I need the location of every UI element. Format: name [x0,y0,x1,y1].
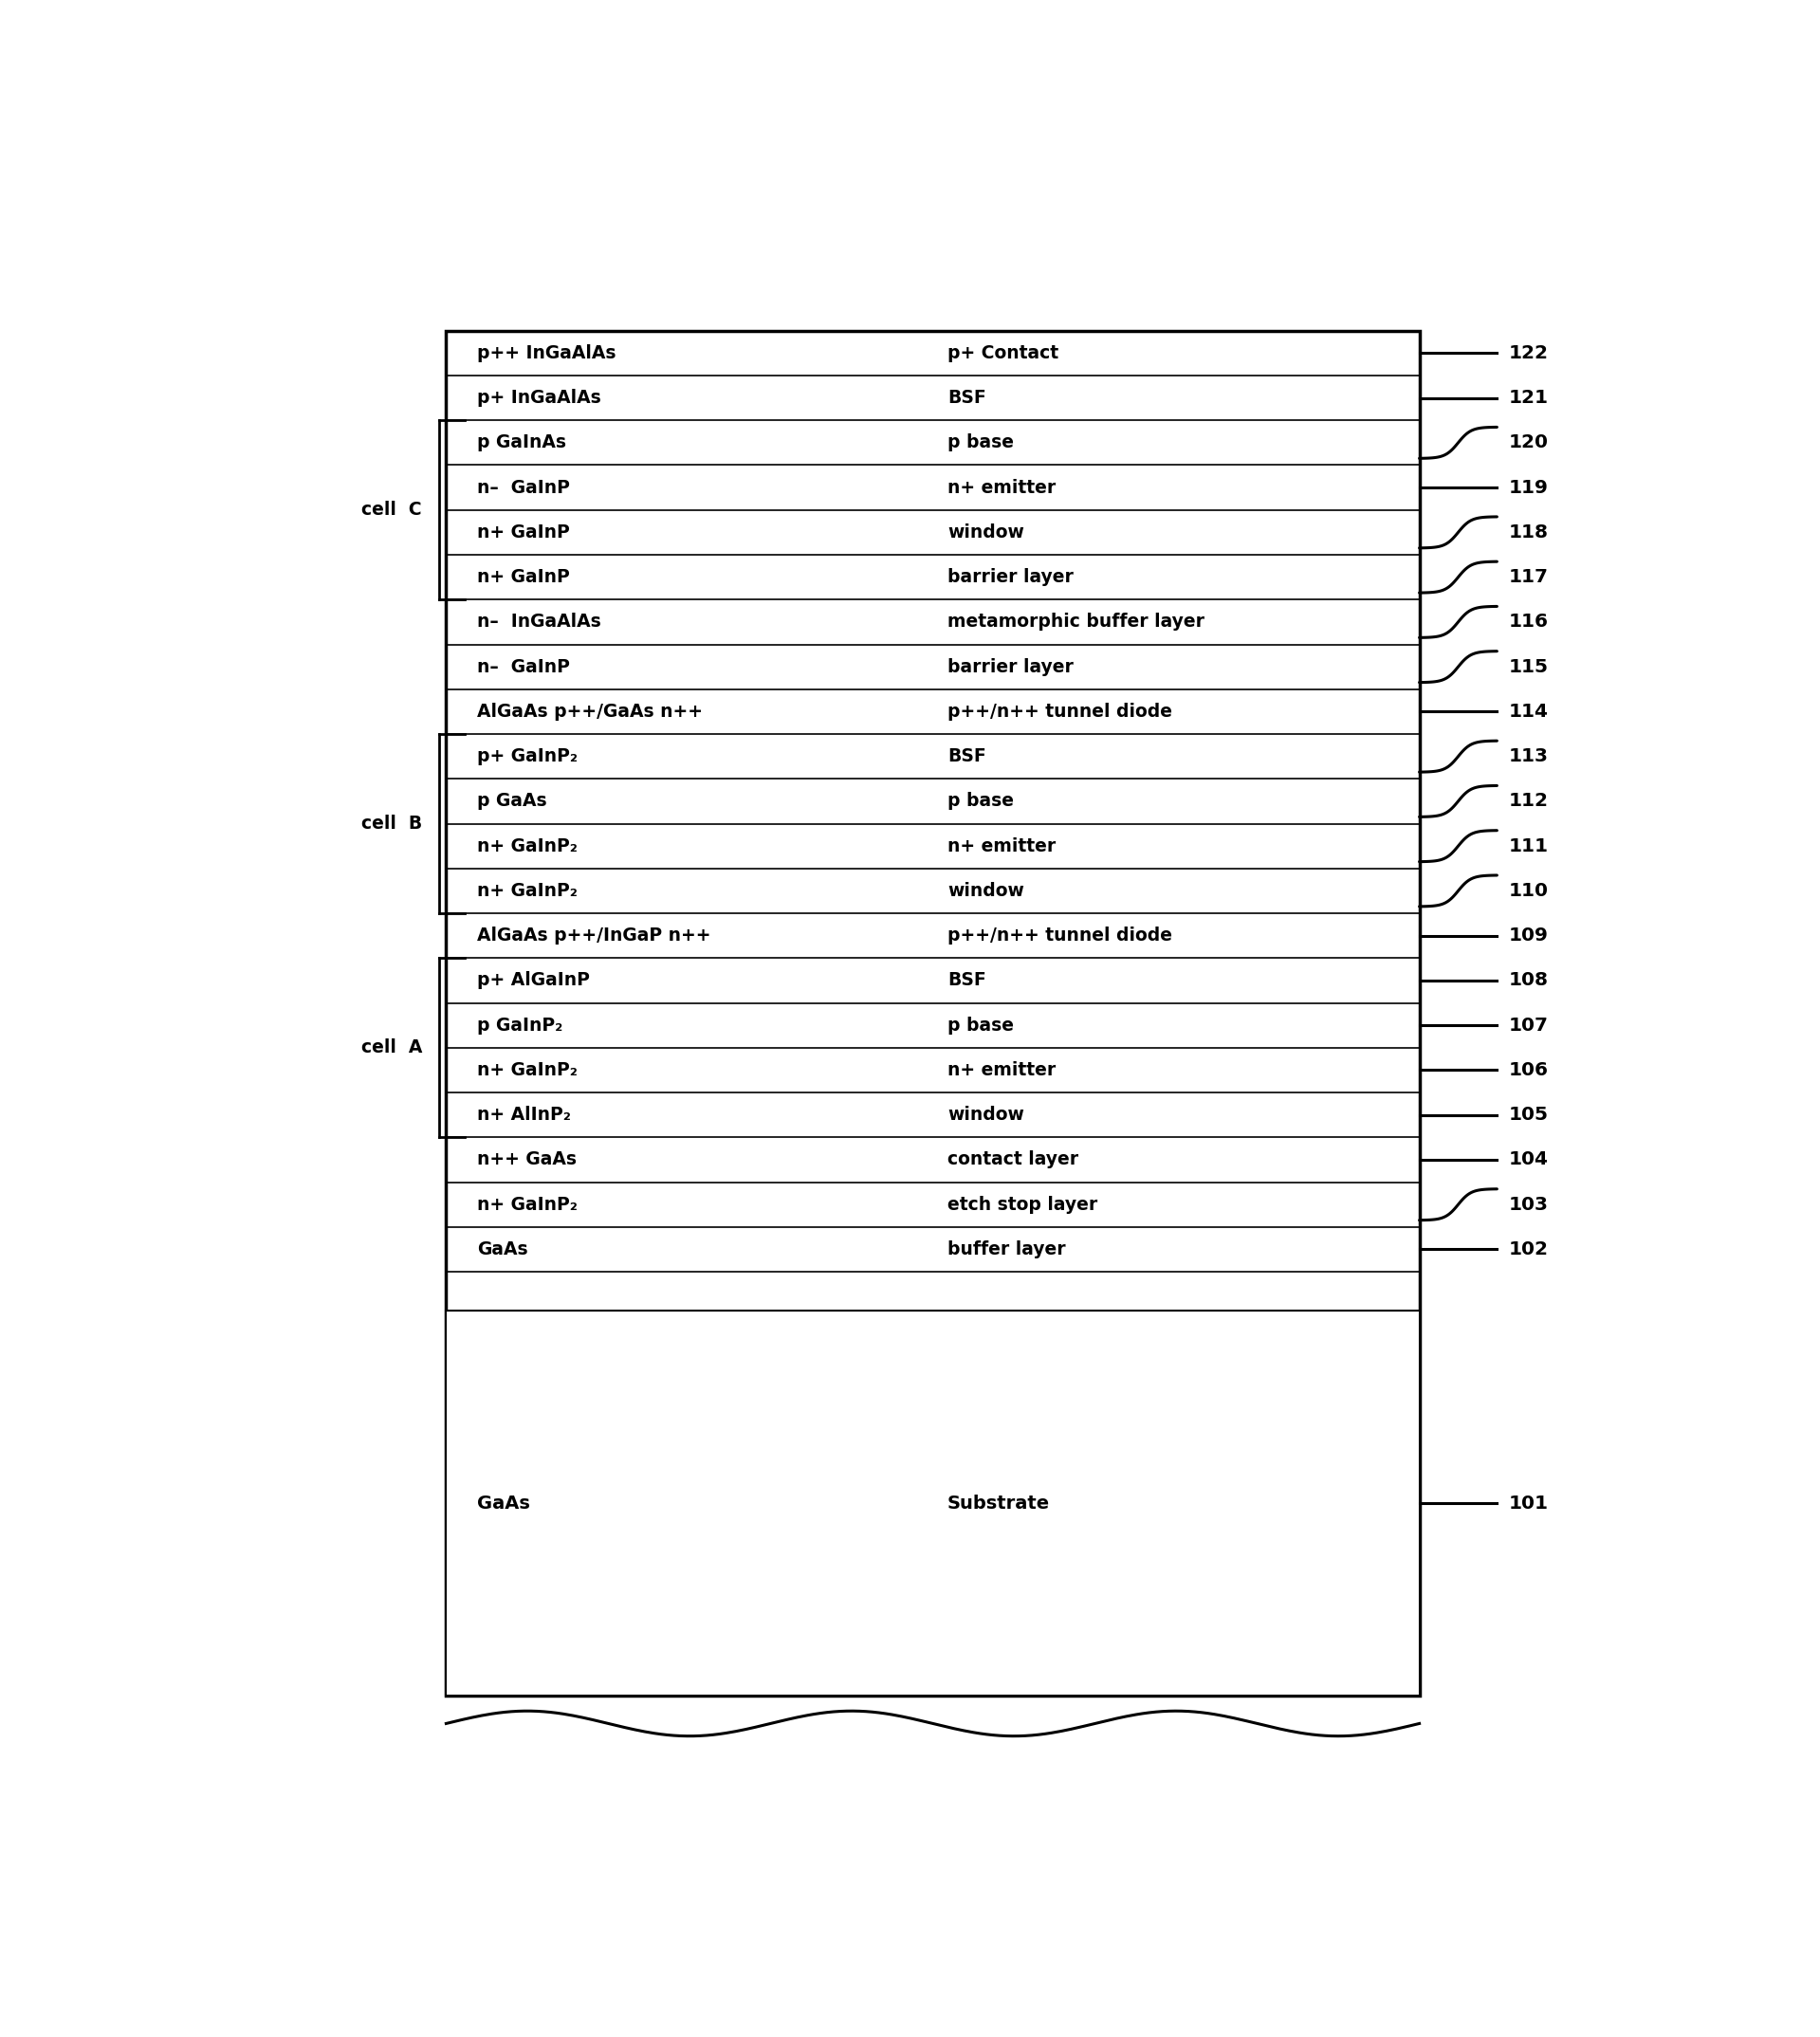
Text: 118: 118 [1509,524,1549,542]
Text: n+ emitter: n+ emitter [948,1061,1056,1080]
Text: p base: p base [948,434,1014,452]
Text: window: window [948,1106,1025,1124]
Text: BSF: BSF [948,389,986,407]
Text: 105: 105 [1509,1106,1549,1124]
Text: buffer layer: buffer layer [948,1241,1065,1259]
Text: 107: 107 [1509,1016,1549,1035]
Text: n–  InGaAlAs: n– InGaAlAs [477,613,601,631]
Text: 117: 117 [1509,568,1549,587]
Text: p GaInP₂: p GaInP₂ [477,1016,562,1035]
Text: 122: 122 [1509,344,1549,363]
Text: 102: 102 [1509,1241,1549,1259]
Text: p+ InGaAlAs: p+ InGaAlAs [477,389,601,407]
Text: n+ AlInP₂: n+ AlInP₂ [477,1106,571,1124]
Text: Substrate: Substrate [948,1495,1050,1511]
Text: window: window [948,882,1025,900]
Text: n+ GaInP₂: n+ GaInP₂ [477,1196,577,1214]
Text: 103: 103 [1509,1196,1549,1214]
Text: BSF: BSF [948,748,986,766]
Text: n+ GaInP: n+ GaInP [477,568,570,587]
Text: 112: 112 [1509,792,1549,811]
Text: 120: 120 [1509,434,1549,452]
Text: GaAs: GaAs [477,1241,528,1259]
Text: 110: 110 [1509,882,1549,900]
Text: 121: 121 [1509,389,1549,407]
Text: n+ GaInP₂: n+ GaInP₂ [477,882,577,900]
Text: p+ AlGaInP: p+ AlGaInP [477,972,590,990]
Text: cell  B: cell B [360,815,422,833]
Text: 119: 119 [1509,479,1549,497]
Text: GaAs: GaAs [477,1495,530,1511]
Text: BSF: BSF [948,972,986,990]
Text: n+ GaInP₂: n+ GaInP₂ [477,1061,577,1080]
Text: 108: 108 [1509,972,1549,990]
Text: p++/n++ tunnel diode: p++/n++ tunnel diode [948,927,1172,945]
Text: p++/n++ tunnel diode: p++/n++ tunnel diode [948,703,1172,721]
Text: n–  GaInP: n– GaInP [477,479,570,497]
Text: p GaAs: p GaAs [477,792,548,811]
Text: p+ Contact: p+ Contact [948,344,1059,363]
Text: etch stop layer: etch stop layer [948,1196,1097,1214]
Text: 116: 116 [1509,613,1549,631]
Text: p GaInAs: p GaInAs [477,434,566,452]
Text: AlGaAs p++/GaAs n++: AlGaAs p++/GaAs n++ [477,703,703,721]
Text: n+ GaInP₂: n+ GaInP₂ [477,837,577,856]
Bar [446,330,1420,1695]
Text: barrier layer: barrier layer [948,568,1074,587]
Text: n++ GaAs: n++ GaAs [477,1151,577,1169]
Text: AlGaAs p++/InGaP n++: AlGaAs p++/InGaP n++ [477,927,712,945]
Text: cell  C: cell C [362,501,422,519]
Text: 113: 113 [1509,748,1549,766]
Text: metamorphic buffer layer: metamorphic buffer layer [948,613,1205,631]
Text: p+ GaInP₂: p+ GaInP₂ [477,748,577,766]
Text: 111: 111 [1509,837,1549,856]
Text: n–  GaInP: n– GaInP [477,658,570,676]
Text: n+ GaInP: n+ GaInP [477,524,570,542]
Text: 114: 114 [1509,703,1549,721]
Text: contact layer: contact layer [948,1151,1077,1169]
Bar [446,1312,1420,1695]
Text: barrier layer: barrier layer [948,658,1074,676]
Text: p base: p base [948,1016,1014,1035]
Text: n+ emitter: n+ emitter [948,479,1056,497]
Text: 106: 106 [1509,1061,1549,1080]
Text: p base: p base [948,792,1014,811]
Text: 101: 101 [1509,1495,1549,1511]
Text: 115: 115 [1509,658,1549,676]
Text: 104: 104 [1509,1151,1549,1169]
Text: p++ InGaAlAs: p++ InGaAlAs [477,344,617,363]
Text: 109: 109 [1509,927,1549,945]
Text: window: window [948,524,1025,542]
Text: n+ emitter: n+ emitter [948,837,1056,856]
Text: cell  A: cell A [360,1039,422,1057]
